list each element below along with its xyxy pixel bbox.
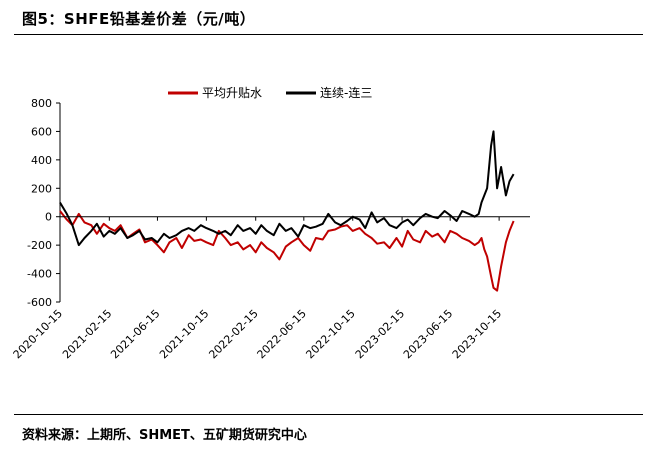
y-axis: 800 600 400 200 0 -200 -400 -600 bbox=[27, 97, 61, 309]
y-tick-label: 800 bbox=[31, 97, 52, 110]
bottom-rule bbox=[14, 414, 643, 415]
y-tick-label: -200 bbox=[27, 239, 52, 252]
x-tick-label: 2022-02-15 bbox=[206, 307, 260, 361]
x-tick-label: 2022-06-15 bbox=[255, 307, 309, 361]
x-tick-label: 2020-10-15 bbox=[11, 307, 65, 361]
y-tick-label: -400 bbox=[27, 268, 52, 281]
legend-label-series-1: 平均升贴水 bbox=[202, 86, 262, 100]
x-tick-label: 2021-06-15 bbox=[108, 307, 162, 361]
series-line-1 bbox=[59, 210, 515, 292]
source-note: 资料来源：上期所、SHMET、五矿期货研究中心 bbox=[22, 428, 307, 443]
y-tick-label: 400 bbox=[31, 154, 52, 167]
x-tick-label: 2023-10-15 bbox=[450, 307, 504, 361]
legend-label-series-2: 连续-连三 bbox=[320, 85, 372, 100]
x-tick-label: 2021-10-15 bbox=[157, 307, 211, 361]
x-tick-label: 2023-02-15 bbox=[353, 307, 407, 361]
top-rule bbox=[14, 34, 643, 35]
y-tick-label: 600 bbox=[31, 125, 52, 138]
series-layer bbox=[59, 130, 515, 292]
x-tick-label: 2023-06-15 bbox=[401, 307, 455, 361]
y-tick-label: 0 bbox=[45, 211, 52, 224]
x-tick-label: 2021-02-15 bbox=[60, 307, 114, 361]
series-line-2 bbox=[59, 130, 515, 247]
x-tick-label: 2022-10-15 bbox=[303, 307, 357, 361]
legend: 平均升贴水 连续-连三 bbox=[168, 85, 372, 100]
y-tick-label: -600 bbox=[27, 296, 52, 309]
figure-title: 图5：SHFE铅基差价差（元/吨） bbox=[22, 10, 256, 28]
y-tick-label: 200 bbox=[31, 182, 52, 195]
